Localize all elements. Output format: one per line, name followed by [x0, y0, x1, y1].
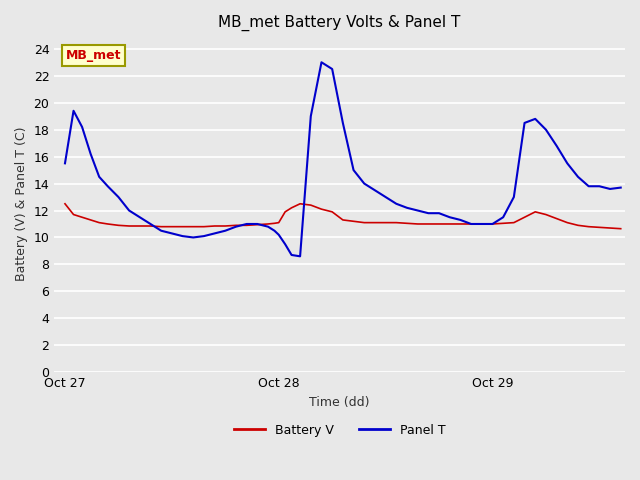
Y-axis label: Battery (V) & Panel T (C): Battery (V) & Panel T (C) [15, 127, 28, 281]
Title: MB_met Battery Volts & Panel T: MB_met Battery Volts & Panel T [218, 15, 461, 31]
X-axis label: Time (dd): Time (dd) [309, 396, 370, 408]
Panel T [61, 160, 69, 166]
Battery V [70, 212, 77, 217]
Battery V [360, 220, 368, 226]
Battery V [478, 221, 486, 227]
Panel T [296, 253, 304, 259]
Panel T [70, 108, 77, 114]
Panel T [617, 185, 625, 191]
Battery V [61, 201, 69, 207]
Line: Panel T: Panel T [65, 62, 621, 256]
Panel T [435, 210, 443, 216]
Battery V [264, 221, 272, 227]
Legend: Battery V, Panel T: Battery V, Panel T [228, 419, 451, 442]
Panel T [499, 215, 507, 220]
Panel T [317, 60, 325, 65]
Battery V [392, 220, 400, 226]
Text: MB_met: MB_met [66, 49, 121, 62]
Panel T [414, 208, 422, 214]
Panel T [382, 194, 390, 200]
Panel T [264, 224, 272, 229]
Battery V [414, 221, 422, 227]
Line: Battery V: Battery V [65, 204, 621, 228]
Battery V [617, 226, 625, 231]
